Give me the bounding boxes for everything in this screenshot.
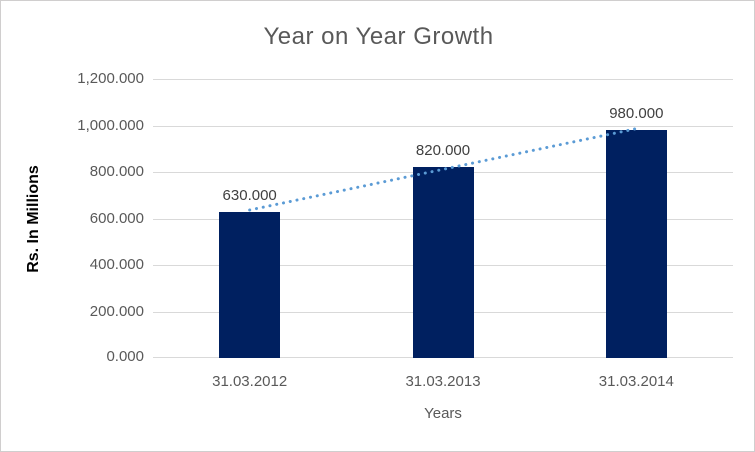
x-tick-label: 31.03.2012 — [212, 373, 288, 390]
bar-data-label: 980.000 — [609, 105, 664, 122]
gridline — [153, 79, 733, 80]
trendline-path — [248, 127, 638, 212]
x-axis-title: Years — [424, 405, 462, 422]
y-tick-label: 1,000.000 — [77, 117, 144, 134]
bar — [219, 212, 280, 358]
bar-data-label: 820.000 — [415, 142, 471, 159]
bar — [413, 167, 474, 358]
bar — [606, 130, 667, 358]
y-tick-label: 0.000 — [106, 348, 144, 365]
x-tick-label: 31.03.2013 — [405, 373, 481, 390]
chart-title: Year on Year Growth — [263, 23, 494, 50]
bar-data-label: 630.000 — [222, 187, 277, 204]
y-tick-label: 600.000 — [89, 210, 144, 227]
y-tick-label: 800.000 — [89, 163, 144, 180]
gridline — [153, 126, 733, 127]
x-tick-label: 31.03.2014 — [598, 373, 674, 390]
y-tick-label: 400.000 — [89, 256, 144, 273]
y-tick-label: 200.000 — [89, 303, 144, 320]
plot-area — [153, 79, 733, 358]
y-tick-label: 1,200.000 — [77, 70, 144, 87]
